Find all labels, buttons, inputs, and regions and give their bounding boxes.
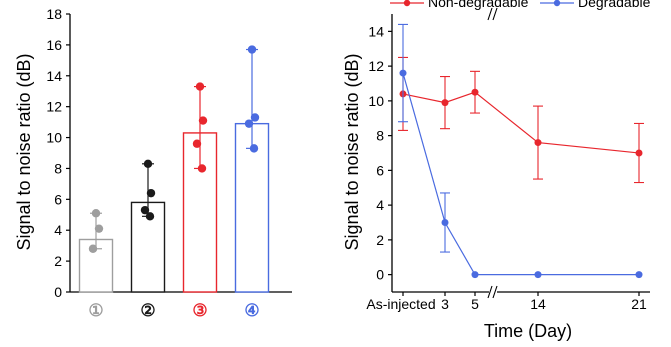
left-y-tick-label: 12 — [46, 99, 62, 115]
data-point — [249, 144, 259, 153]
right-y-tick-label: 2 — [376, 232, 384, 248]
line-chart-panel: Signal to noise ratio (dB) Time (Day) 0 2… — [342, 0, 651, 341]
bar-chart-panel: Signal to noise ratio (dB) 0 2 4 6 8 10 12 14 16… — [14, 6, 292, 320]
left-y-tick-label: 14 — [46, 68, 62, 84]
data-point — [145, 212, 155, 221]
top-axis-break-mark — [492, 7, 498, 21]
right-y-tick-label: 8 — [376, 128, 384, 144]
legend-label: Non-degradable — [428, 0, 529, 10]
top-axis-break-mark-gap — [489, 8, 497, 20]
left-y-tick-label: 10 — [46, 130, 62, 146]
right-x-tick-label: 14 — [530, 296, 546, 312]
data-point — [399, 69, 407, 77]
right-y-tick-label: 0 — [376, 267, 384, 283]
left-y-tick-label: 4 — [54, 222, 62, 238]
right-y-tick-label: 4 — [376, 197, 384, 213]
data-point — [192, 139, 202, 148]
data-point — [471, 88, 479, 96]
right-x-tick-label: 3 — [441, 296, 449, 312]
left-y-tick-label: 16 — [46, 37, 62, 53]
x-axis-break-mark — [487, 285, 493, 299]
right-y-tick-label: 14 — [368, 23, 384, 39]
data-point — [91, 209, 101, 218]
data-point — [635, 149, 643, 157]
data-point — [471, 271, 479, 279]
category-label: ④ — [244, 301, 259, 320]
data-point — [146, 188, 156, 198]
data-point — [247, 45, 257, 54]
left-y-tick-label: 2 — [54, 253, 62, 269]
right-x-axis-label: Time (Day) — [484, 321, 572, 341]
right-x-tick-label: 21 — [631, 296, 647, 312]
left-y-tick-label: 6 — [54, 191, 62, 207]
data-point — [534, 271, 542, 279]
legend-marker — [553, 0, 561, 7]
right-y-axis-label: Signal to noise ratio (dB) — [342, 53, 362, 250]
series-line — [402, 91, 640, 154]
data-point — [143, 159, 153, 169]
left-y-tick-label: 18 — [46, 6, 62, 22]
x-axis-break-mark — [492, 285, 498, 299]
data-point — [94, 224, 104, 233]
data-point — [244, 119, 254, 128]
legend-label: Degradable — [578, 0, 651, 10]
category-label: ③ — [192, 301, 207, 320]
data-point — [195, 82, 205, 91]
data-point — [441, 99, 449, 107]
left-y-tick-label: 8 — [54, 160, 62, 176]
category-label: ① — [88, 301, 103, 320]
right-y-tick-label: 10 — [368, 93, 384, 109]
data-point — [88, 244, 98, 253]
right-x-tick-label: As-injected — [366, 296, 435, 312]
right-x-tick-label: 5 — [471, 296, 479, 312]
left-y-axis-label: Signal to noise ratio (dB) — [14, 53, 34, 250]
data-point — [198, 116, 208, 125]
left-y-tick-label: 0 — [54, 284, 62, 300]
top-axis-break-mark — [487, 7, 493, 21]
x-axis-break-mark-gap — [489, 286, 497, 298]
data-point — [197, 164, 207, 173]
data-point — [441, 219, 449, 226]
series-line — [402, 72, 639, 276]
data-point — [635, 271, 643, 279]
right-y-tick-label: 12 — [368, 58, 384, 74]
data-point — [534, 139, 542, 147]
data-point — [140, 205, 150, 215]
legend-marker — [403, 0, 411, 7]
data-point — [250, 113, 260, 122]
right-y-tick-label: 6 — [376, 162, 384, 178]
category-label: ② — [140, 301, 155, 320]
